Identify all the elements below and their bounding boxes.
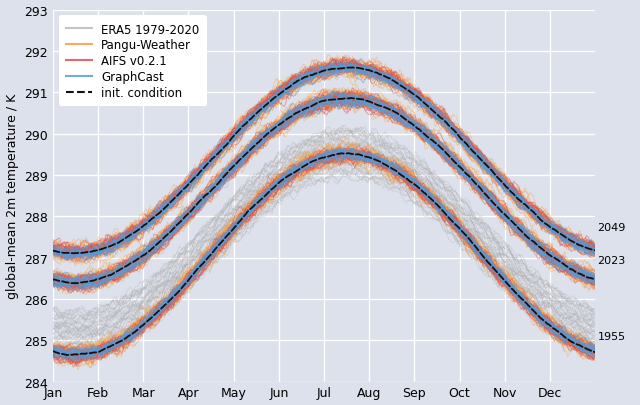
Text: 2049: 2049 <box>598 222 626 232</box>
Text: 1955: 1955 <box>598 331 625 341</box>
Legend: ERA5 1979-2020, Pangu-Weather, AIFS v0.2.1, GraphCast, init. condition: ERA5 1979-2020, Pangu-Weather, AIFS v0.2… <box>59 17 207 107</box>
Y-axis label: global-mean 2m temperature / K: global-mean 2m temperature / K <box>6 94 19 298</box>
Text: 2023: 2023 <box>598 255 626 265</box>
